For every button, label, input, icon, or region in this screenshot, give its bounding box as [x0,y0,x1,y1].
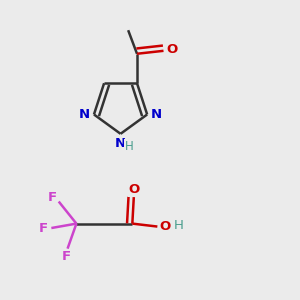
Text: H: H [125,140,134,153]
Text: O: O [129,183,140,196]
Text: H: H [174,220,184,232]
Text: N: N [151,108,162,121]
Text: N: N [79,108,90,121]
Text: N: N [115,137,126,150]
Text: F: F [48,191,57,205]
Text: O: O [166,43,177,56]
Text: O: O [159,220,170,233]
Text: F: F [39,221,48,235]
Text: F: F [61,250,70,262]
